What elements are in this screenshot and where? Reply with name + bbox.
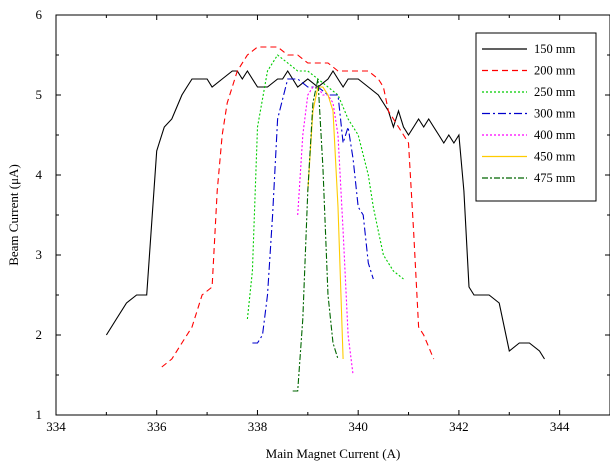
legend-label: 150 mm [534,42,576,56]
series-line-250-mm [246,54,404,320]
x-tick-label: 344 [550,419,570,434]
legend-label: 250 mm [534,85,576,99]
y-tick-label: 6 [36,7,43,22]
legend: 150 mm 200 mm 250 mm 300 mm 400 mm 450 mm 475 … [475,32,597,202]
x-tick-label: 342 [449,419,469,434]
y-tick-label: 5 [36,87,43,102]
series-line-400-mm [297,86,354,376]
y-axis-title: Beam Current (μA) [6,164,21,266]
y-tick-label: 2 [36,327,43,342]
series-line-150-mm [105,69,545,360]
series-line-200-mm [161,46,435,368]
axis-tick-labels: 334 336 338 340 342 344 1 2 3 4 5 6 [36,7,570,434]
series-line-475-mm [292,78,339,392]
legend-label: 400 mm [534,128,576,142]
x-tick-label: 340 [348,419,368,434]
x-tick-label: 334 [46,419,66,434]
legend-label: 450 mm [534,150,576,164]
legend-box [475,32,597,202]
series-line-450-mm [307,86,344,360]
y-tick-label: 4 [36,167,43,182]
x-tick-label: 336 [147,419,167,434]
axis-ticks [55,14,610,416]
series-lines [105,46,545,392]
y-tick-label: 1 [36,407,43,422]
x-tick-label: 338 [248,419,268,434]
legend-label: 475 mm [534,171,576,185]
x-axis-title: Main Magnet Current (A) [266,446,401,461]
legend-label: 300 mm [534,107,576,121]
legend-label: 200 mm [534,64,576,78]
y-tick-label: 3 [36,247,43,262]
